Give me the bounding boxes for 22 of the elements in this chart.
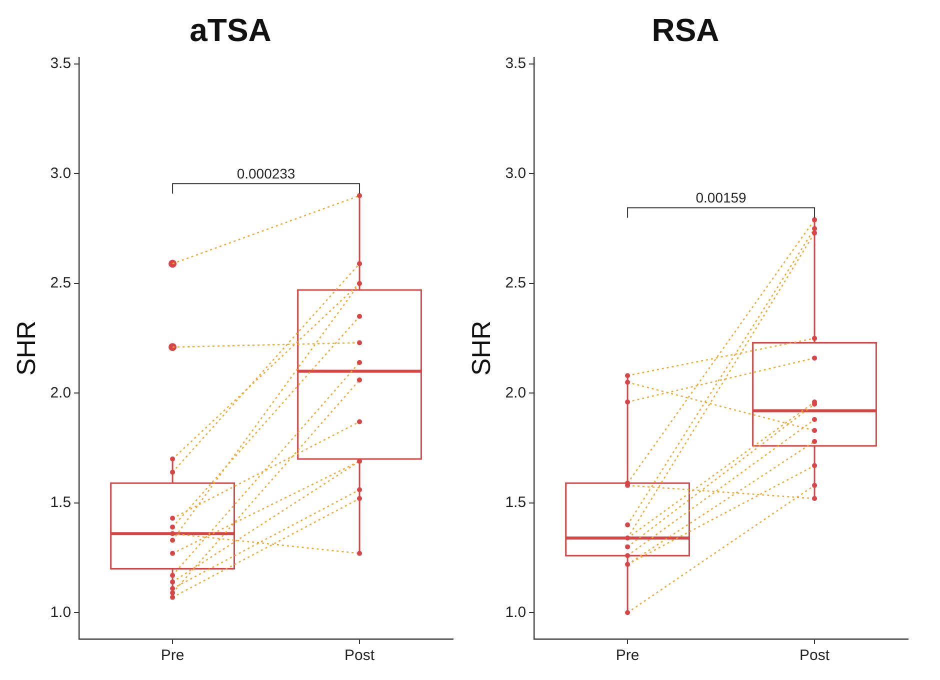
y-tick-label: 3.0: [50, 164, 72, 182]
y-axis-title: SHR: [10, 320, 41, 376]
y-tick-label: 2.5: [50, 274, 72, 292]
annotation: 0.00159: [696, 190, 747, 206]
y-tick-label: 1.0: [50, 604, 72, 621]
y-tick-label: 2.5: [505, 274, 526, 292]
y-tick-label: 1.5: [50, 494, 72, 512]
x-tick-label: Post: [800, 647, 830, 664]
y-tick-label: 2.0: [50, 384, 72, 402]
x-tick-label: Pre: [160, 647, 184, 664]
chart-title: RSA: [652, 12, 720, 48]
y-tick-label: 1.5: [505, 494, 526, 512]
y-tick-label: 2.0: [505, 384, 526, 402]
y-tick-label: 1.0: [505, 604, 526, 621]
y-tick-label: 3.5: [505, 55, 526, 72]
y-tick-label: 3.5: [50, 55, 72, 72]
chart-title: aTSA: [190, 12, 272, 48]
x-tick-label: Post: [344, 647, 376, 664]
annotation: 0.000233: [236, 166, 296, 182]
y-tick-label: 3.0: [505, 164, 526, 182]
x-tick-label: Pre: [616, 647, 640, 664]
y-axis-title: SHR: [466, 320, 496, 376]
